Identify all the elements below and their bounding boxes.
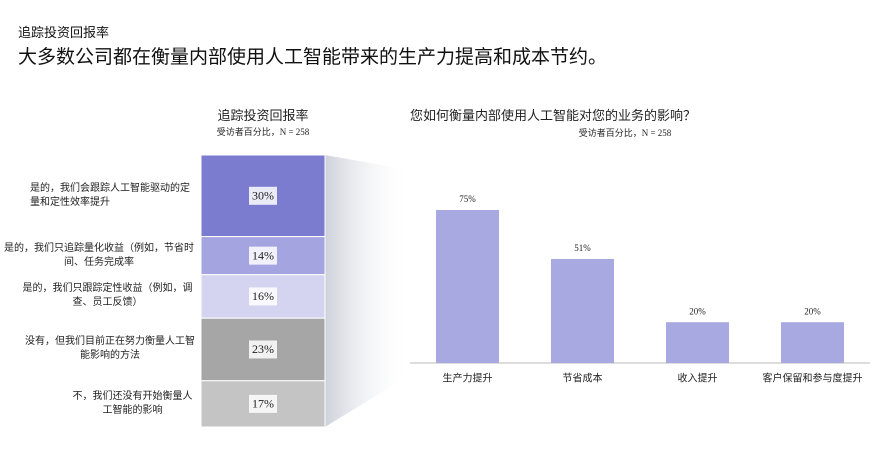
label-box (249, 287, 277, 306)
chart-title: 追踪投资回报率 (217, 108, 308, 123)
chart-title: 您如何衡量内部使用人工智能对您的业务的影响？ (410, 108, 696, 123)
value-label: 75% (459, 194, 476, 204)
bar (551, 258, 614, 363)
segment-label: 是的，我们只追踪量化收益（例如，节省时间、任务完成率 (4, 242, 194, 268)
funnel (325, 155, 410, 427)
headline: 大多数公司都在衡量内部使用人工智能带来的生产力提高和成本节约。 (18, 47, 608, 68)
value-label: 20% (689, 306, 706, 316)
value-label: 20% (804, 306, 821, 316)
label-box (249, 340, 277, 359)
chart-subtitle: 受访者百分比，N = 258 (217, 126, 310, 137)
segment-label: 不，我们还没有开始衡量人工智能的影响 (72, 390, 193, 416)
value-label: 30% (252, 189, 274, 203)
segment-label: 是的，我们会跟踪人工智能驱动的定量和定性效率提升 (30, 182, 190, 208)
label-box (249, 186, 277, 205)
bar (436, 210, 499, 363)
value-label: 23% (252, 342, 274, 356)
label-box (249, 394, 277, 413)
value-label: 51% (574, 243, 591, 253)
value-label: 16% (252, 289, 274, 303)
x-tick-label: 生产力提升 (443, 371, 493, 384)
chart-subtitle: 受访者百分比，N = 258 (579, 127, 672, 138)
x-tick-label: 收入提升 (678, 371, 718, 384)
kicker: 追踪投资回报率 (18, 25, 110, 40)
x-tick-label: 客户保留和参与度提升 (763, 371, 863, 384)
label-box (249, 246, 277, 265)
x-tick-label: 节省成本 (563, 371, 603, 384)
segment-label: 是的，我们只跟踪定性收益（例如，调查、员工反馈） (22, 283, 193, 309)
value-label: 14% (252, 248, 274, 262)
value-label: 17% (252, 397, 274, 411)
segment-label: 没有，但我们目前正在努力衡量人工智能影响的方法 (25, 336, 195, 362)
bar (781, 322, 844, 363)
bar (666, 322, 729, 363)
